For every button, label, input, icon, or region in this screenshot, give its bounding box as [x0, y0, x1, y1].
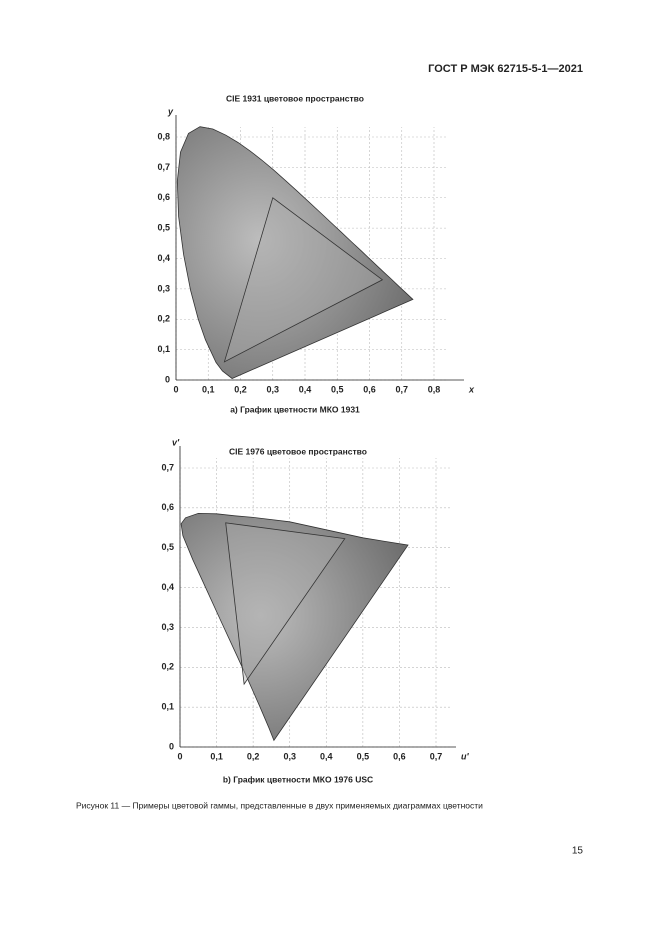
figure-caption: Рисунок 11 — Примеры цветовой гаммы, пре…: [76, 800, 483, 810]
y-tick-label: 0,6: [161, 502, 174, 512]
figure-title: CIE 1976 цветовое пространство: [229, 446, 367, 456]
x-axis-label: u': [461, 751, 469, 761]
y-tick-label: 0,7: [157, 162, 170, 172]
x-tick-label: 0,4: [320, 751, 333, 761]
y-tick-label: 0,2: [161, 662, 174, 672]
y-tick-label: 0,7: [161, 462, 174, 472]
figure-subcaption: b) График цветности МКО 1976 USC: [223, 774, 373, 784]
x-tick-label: 0,7: [395, 384, 408, 394]
gamut-triangle: [225, 522, 346, 686]
y-axis-label: v': [172, 437, 180, 447]
x-tick-label: 0,1: [202, 384, 215, 394]
standard-number: ГОСТ Р МЭК 62715-5-1—2021: [428, 63, 583, 75]
spectral-locus: [180, 512, 409, 742]
y-tick-label: 0,1: [157, 344, 170, 354]
x-tick-label: 0: [173, 384, 178, 394]
figure-title: CIE 1931 цветовое пространство: [226, 93, 364, 103]
x-tick-label: 0,6: [393, 751, 406, 761]
x-tick-label: 0,7: [430, 751, 443, 761]
y-tick-label: 0,4: [157, 253, 170, 263]
figure-subcaption: а) График цветности МКО 1931: [230, 404, 360, 414]
y-tick-label: 0,3: [157, 283, 170, 293]
x-tick-label: 0,2: [247, 751, 260, 761]
x-tick-label: 0,5: [357, 751, 370, 761]
x-tick-label: 0,3: [283, 751, 296, 761]
x-tick-label: 0,5: [331, 384, 344, 394]
spectral-locus: [176, 126, 414, 379]
y-tick-label: 0,1: [161, 702, 174, 712]
x-tick-label: 0,2: [234, 384, 247, 394]
page-number: 15: [572, 846, 584, 857]
y-tick-label: 0: [169, 741, 174, 751]
x-tick-label: 0,6: [363, 384, 376, 394]
y-tick-label: 0,2: [157, 314, 170, 324]
gamut-triangle: [223, 197, 384, 363]
y-tick-label: 0,5: [157, 223, 170, 233]
x-tick-label: 0,1: [210, 751, 223, 761]
y-tick-label: 0,3: [161, 622, 174, 632]
x-tick-label: 0,3: [266, 384, 279, 394]
x-tick-label: 0,4: [299, 384, 312, 394]
x-tick-label: 0: [177, 751, 182, 761]
y-tick-label: 0: [165, 374, 170, 384]
y-axis-label: y: [167, 106, 174, 116]
y-tick-label: 0,4: [161, 582, 174, 592]
y-tick-label: 0,8: [157, 131, 170, 141]
y-tick-label: 0,6: [157, 192, 170, 202]
x-axis-label: x: [468, 384, 475, 394]
y-tick-label: 0,5: [161, 542, 174, 552]
x-tick-label: 0,8: [428, 384, 441, 394]
